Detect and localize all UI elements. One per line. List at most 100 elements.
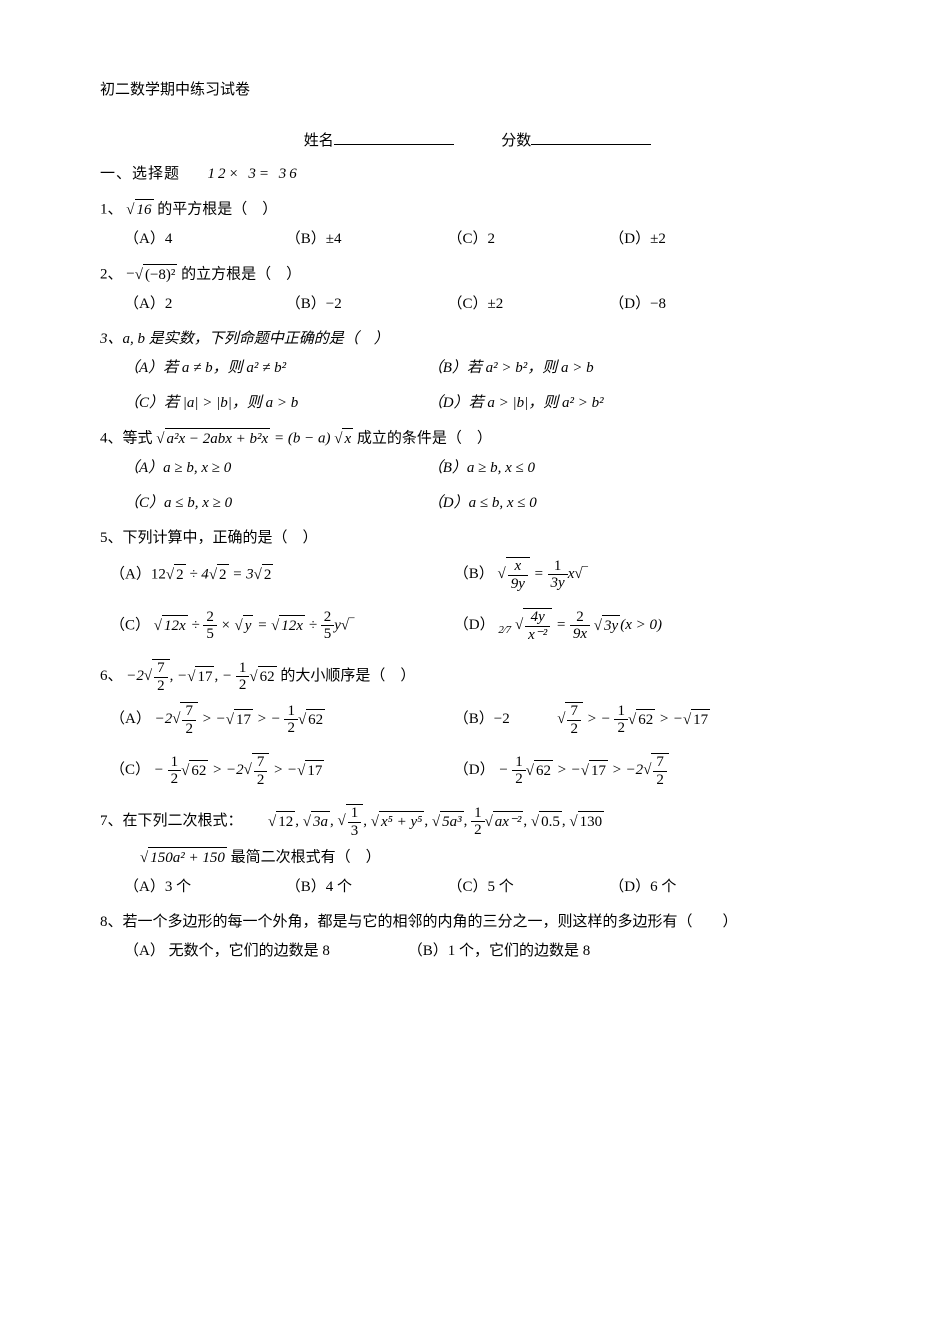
q2-opt-d: （D）−8 bbox=[609, 294, 767, 315]
q5-d-f2d: 9x bbox=[570, 626, 590, 643]
q4-suffix: 成立的条件是（ ） bbox=[357, 430, 492, 446]
q5-b-eq: = bbox=[534, 566, 548, 582]
score-label: 分数 bbox=[501, 133, 531, 149]
q6-opt-d: （D） − 1262 > −17 > −272 bbox=[454, 753, 794, 788]
q3-opt-c: （C）若 |a| > |b|，则 a > b bbox=[124, 393, 424, 414]
q5-b-pre: （B） bbox=[454, 566, 494, 582]
q6-c-3r: 62 bbox=[189, 760, 208, 782]
q6-t2-rad: 17 bbox=[195, 666, 214, 688]
q2-suffix: 的立方根是（ ） bbox=[181, 266, 301, 282]
q7-r1: 12 bbox=[276, 811, 295, 833]
q3-opt-d: （D）若 a > |b|，则 a² > b² bbox=[428, 393, 728, 414]
q5-opt-b: （B） x9y = 13yx√‾ bbox=[454, 557, 794, 592]
q6-a-1n: 7 bbox=[182, 703, 196, 721]
q6-a-3r: 62 bbox=[306, 709, 325, 731]
q5-c-r1: 12x bbox=[162, 615, 188, 637]
q6-a-2n: − bbox=[216, 711, 226, 727]
q8-options: （A） 无数个，它们的边数是 8 （B）1 个，它们的边数是 8 bbox=[124, 941, 855, 962]
q6-b-1n: 7 bbox=[567, 703, 581, 721]
q5-a-eq: = 3 bbox=[229, 566, 254, 582]
q5-d-pre: （D） bbox=[454, 617, 495, 633]
q6-c-1d: 2 bbox=[254, 772, 268, 789]
q5-c-r3: 12x bbox=[279, 615, 305, 637]
q6-a-pre: （A） bbox=[110, 711, 151, 727]
q5-b-f2n: 1 bbox=[548, 558, 568, 576]
q6-suffix: 的大小顺序是（ ） bbox=[280, 668, 415, 684]
q1-opt-c: （C）2 bbox=[448, 229, 606, 250]
q5-a-r2: 2 bbox=[217, 564, 229, 586]
q5-c-f1d: 5 bbox=[203, 626, 217, 643]
q6-b-2n: − bbox=[673, 711, 683, 727]
q7-r4: x⁵ + y⁵ bbox=[379, 811, 424, 833]
q6-prefix: 6、 bbox=[100, 668, 123, 684]
q6-options: （A） −272 > −17 > − 1262 （B）−2 72 > − 126… bbox=[110, 702, 855, 788]
q5-b-den: 9y bbox=[508, 576, 528, 593]
q2-stem: 2、 −(−8)² 的立方根是（ ） bbox=[100, 264, 855, 286]
q6-b-3n: − bbox=[601, 711, 615, 727]
q6-a-gt1: > bbox=[202, 711, 216, 727]
q1-prefix: 1、 bbox=[100, 201, 123, 217]
q7-r8: 130 bbox=[578, 811, 605, 833]
q2-opt-c: （C）±2 bbox=[448, 294, 606, 315]
page-title: 初二数学期中练习试卷 bbox=[100, 80, 855, 101]
q5-d-eq: = bbox=[556, 617, 570, 633]
q5-b-f2d: 3y bbox=[548, 575, 568, 592]
q6-b-1d: 2 bbox=[567, 721, 581, 738]
q5-c-div2: ÷ bbox=[309, 617, 321, 633]
q4-rad1: a²x − 2abx + b²x bbox=[165, 428, 271, 450]
q5-stem: 5、下列计算中，正确的是（ ） bbox=[100, 528, 855, 549]
q4-opt-a: （A）a ≥ b, x ≥ 0 bbox=[124, 458, 424, 479]
q7-l2r: 150a² + 150 bbox=[148, 847, 227, 869]
q6-d-gt1: > bbox=[557, 762, 571, 778]
q5-c-f2n: 2 bbox=[321, 609, 335, 627]
q2-opt-a: （A）2 bbox=[124, 294, 282, 315]
q6-c-3fd: 2 bbox=[168, 771, 182, 788]
q7-r2: 3a bbox=[311, 811, 330, 833]
q7-prefix: 7、在下列二次根式： bbox=[100, 813, 243, 829]
q5-a-pre: （A）12 bbox=[110, 566, 166, 582]
q5-d-coef: 2⁄7 bbox=[498, 624, 511, 636]
q2-neg: − bbox=[126, 266, 134, 282]
q6-d-3r: 62 bbox=[534, 760, 553, 782]
q5-c-eq: = bbox=[257, 617, 271, 633]
q5-c-f2d: 5 bbox=[321, 626, 335, 643]
q5-d-den: x⁻² bbox=[525, 627, 550, 644]
q7-line2: 150a² + 150 最简二次根式有（ ） bbox=[140, 847, 855, 869]
q6-t3-num: 1 bbox=[236, 660, 250, 678]
section-1-prefix: 一、选择题 bbox=[100, 166, 180, 182]
q7-stem: 7、在下列二次根式： 12, 3a, 13, x⁵ + y⁵, 5a³, 12a… bbox=[100, 804, 855, 839]
q3-options: （A）若 a ≠ b，则 a² ≠ b² （B）若 a² > b²，则 a > … bbox=[124, 358, 855, 414]
q5-c-f1n: 2 bbox=[203, 609, 217, 627]
name-label: 姓名 bbox=[304, 133, 334, 149]
q4-stem: 4、等式 a²x − 2abx + b²x = (b − a) x 成立的条件是… bbox=[100, 428, 855, 450]
q6-stem: 6、 −272, −17, − 1262 的大小顺序是（ ） bbox=[100, 659, 855, 694]
q5-d-cond: (x > 0) bbox=[620, 617, 662, 633]
q1-opt-b: （B）±4 bbox=[286, 229, 444, 250]
q6-d-2n: − bbox=[571, 762, 581, 778]
q7-cn: 1 bbox=[471, 805, 485, 823]
q6-a-3fd: 2 bbox=[284, 720, 298, 737]
q6-opt-a: （A） −272 > −17 > − 1262 bbox=[110, 702, 450, 737]
q4-opt-b: （B）a ≥ b, x ≤ 0 bbox=[428, 458, 728, 479]
q4-opt-d: （D）a ≤ b, x ≤ 0 bbox=[428, 493, 728, 514]
q6-d-2r: 17 bbox=[589, 760, 608, 782]
q6-d-3fn: 1 bbox=[512, 754, 526, 772]
q7-opt-a: （A）3 个 bbox=[124, 877, 282, 898]
q6-c-1n: 7 bbox=[254, 754, 268, 772]
q5-c-pre: （C） bbox=[110, 617, 150, 633]
q3-stem: 3、a, b 是实数，下列命题中正确的是（ ） bbox=[100, 329, 855, 350]
q6-c-2n: − bbox=[287, 762, 297, 778]
name-blank[interactable] bbox=[334, 129, 454, 145]
q5-b-num: x bbox=[508, 558, 528, 576]
q6-t3-rad: 62 bbox=[258, 666, 277, 688]
q1-suffix: 的平方根是（ ） bbox=[157, 201, 277, 217]
q6-d-gt2: > bbox=[612, 762, 626, 778]
q5-a-mid: ÷ 4 bbox=[186, 566, 209, 582]
q8-opt-b: （B）1 个，它们的边数是 8 bbox=[408, 941, 591, 962]
q3-text: 3、a, b 是实数，下列命题中正确的是（ ） bbox=[100, 331, 389, 347]
q6-b-gt1: > bbox=[587, 711, 601, 727]
q6-t3-neg: − bbox=[222, 668, 236, 684]
score-blank[interactable] bbox=[531, 129, 651, 145]
q6-b-2r: 17 bbox=[691, 709, 710, 731]
q7-cd: 2 bbox=[471, 822, 485, 839]
